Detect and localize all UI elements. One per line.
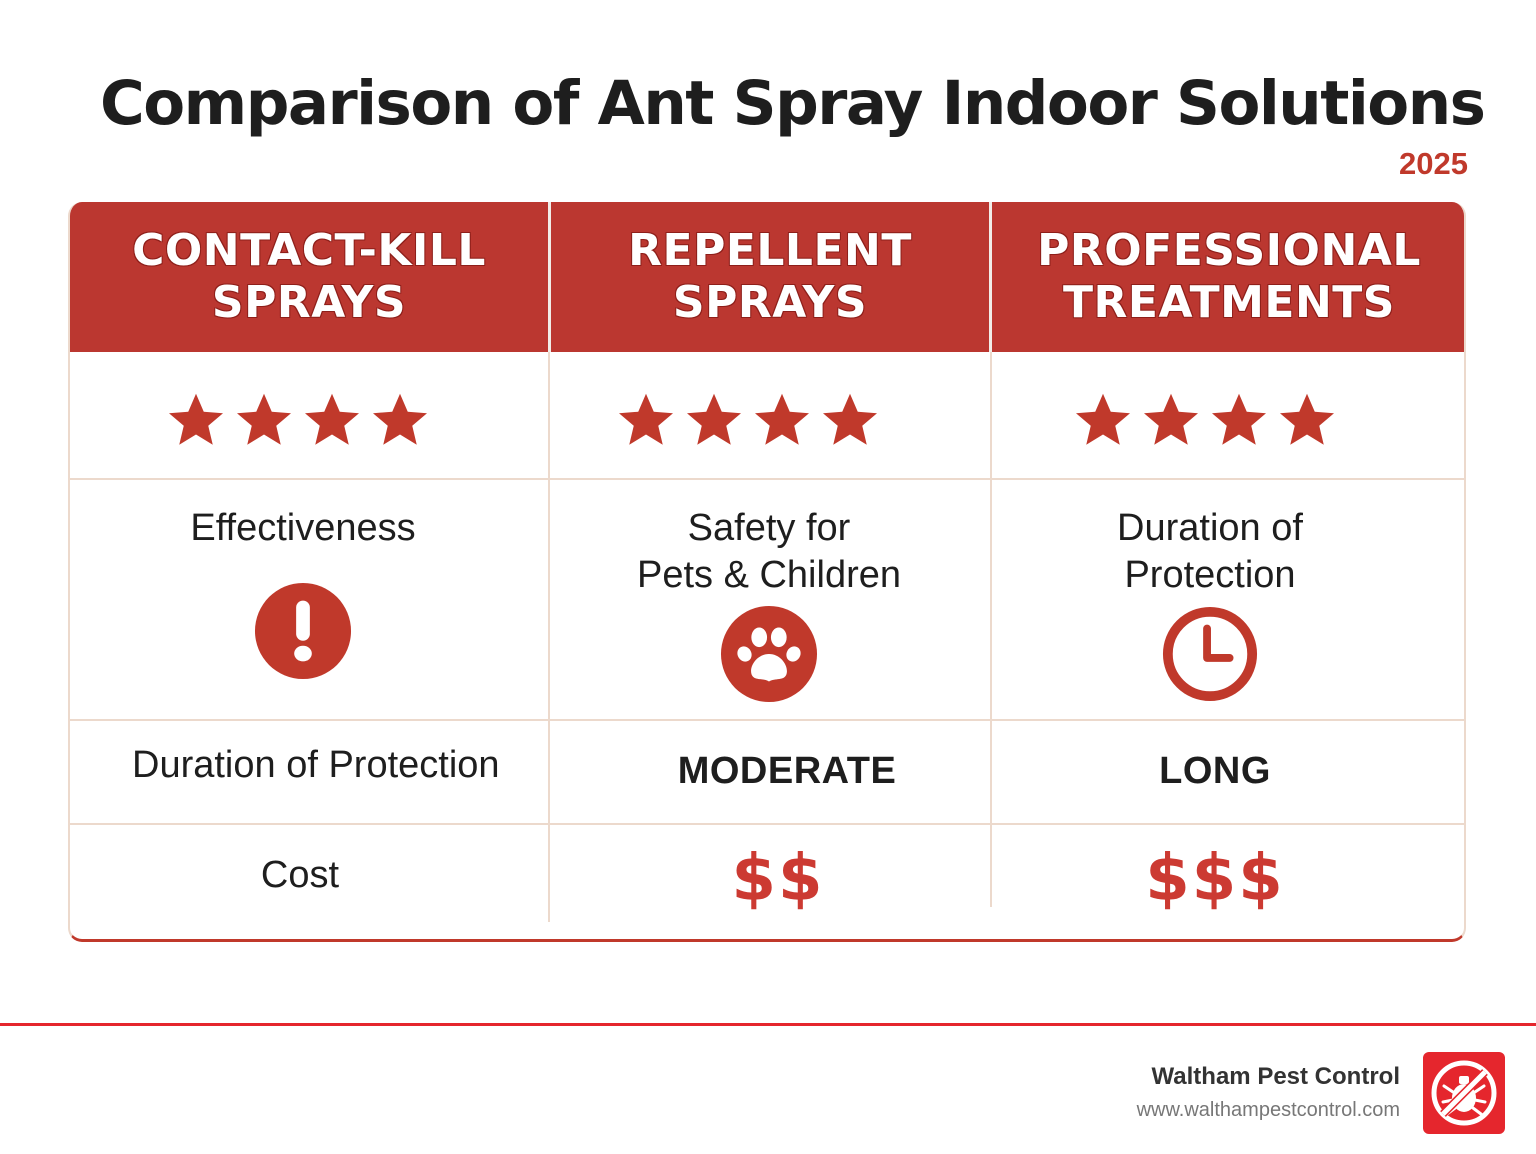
no-bugs-icon (1431, 1060, 1497, 1126)
heading-line: CONTACT-KILL (132, 225, 486, 276)
grid-line (70, 719, 1464, 721)
heading-line: PROFESSIONAL (1037, 225, 1421, 276)
heading-line: REPELLENT (628, 225, 912, 276)
criterion-label: Effectiveness (190, 507, 416, 549)
column-divider (548, 202, 551, 352)
star-icon (755, 393, 809, 445)
duration-value: MODERATE (677, 750, 897, 792)
rating-stars-professional (1072, 390, 1338, 450)
table-header-row: CONTACT-KILL SPRAYS REPELLENT SPRAYS PROFE… (70, 202, 1464, 352)
criterion-cell-effectiveness: Effectiveness (70, 505, 536, 680)
brand-logo (1423, 1052, 1505, 1134)
grid-line (990, 352, 992, 907)
cost-value-repellent: $$ (548, 842, 1008, 916)
criterion-label: Pets & Children (636, 554, 901, 596)
page-title: Comparison of Ant Spray Indoor Solutions (100, 68, 1486, 139)
paw-icon (720, 605, 818, 703)
duration-value-professional: LONG (990, 750, 1440, 793)
criterion-label: Protection (1124, 554, 1296, 596)
duration-value: LONG (1159, 750, 1271, 792)
star-icon (169, 393, 223, 445)
star-icon (305, 393, 359, 445)
star-icon (237, 393, 291, 445)
star-icon (687, 393, 741, 445)
duration-value-repellent: MODERATE (548, 750, 1026, 793)
exclamation-circle-icon (254, 582, 352, 680)
star-icon (373, 393, 427, 445)
cost-value: $$ (731, 842, 825, 916)
rating-stars-contact-kill (165, 390, 431, 450)
criterion-cell-safety: Safety for Pets & Children (548, 505, 990, 703)
star-icon (823, 393, 877, 445)
heading-line: SPRAYS (211, 277, 407, 328)
grid-line (70, 823, 1464, 825)
criterion-label: Safety for (687, 507, 851, 549)
cost-value-professional: $$$ (990, 842, 1440, 916)
duration-label-cell: Duration of Protection (132, 742, 500, 789)
duration-label: Duration of Protection (132, 744, 500, 786)
star-icon (619, 393, 673, 445)
clock-icon (1162, 606, 1258, 702)
grid-line (548, 352, 550, 922)
rating-stars-repellent (615, 390, 881, 450)
column-heading-contact-kill: CONTACT-KILL SPRAYS (70, 202, 548, 352)
column-divider (989, 202, 992, 352)
star-icon (1280, 393, 1334, 445)
comparison-table: CONTACT-KILL SPRAYS REPELLENT SPRAYS PROFE… (68, 202, 1466, 942)
brand-url[interactable]: www.walthampestcontrol.com (1136, 1099, 1400, 1121)
column-heading-professional: PROFESSIONAL TREATMENTS (992, 202, 1464, 352)
star-icon (1144, 393, 1198, 445)
brand-name: Waltham Pest Control (1151, 1063, 1400, 1090)
cost-value: $$$ (1145, 842, 1285, 916)
grid-line (70, 478, 1464, 480)
star-icon (1076, 393, 1130, 445)
footer-divider (0, 1023, 1536, 1026)
criterion-cell-duration: Duration of Protection (990, 505, 1430, 703)
year-label: 2025 (1399, 146, 1468, 181)
star-icon (1212, 393, 1266, 445)
heading-line: TREATMENTS (1063, 277, 1395, 328)
criterion-label: Duration of (1117, 507, 1303, 549)
cost-label: Cost (260, 854, 340, 896)
column-heading-repellent: REPELLENT SPRAYS (551, 202, 989, 352)
cost-label-cell: Cost (70, 852, 530, 899)
heading-line: SPRAYS (672, 277, 868, 328)
